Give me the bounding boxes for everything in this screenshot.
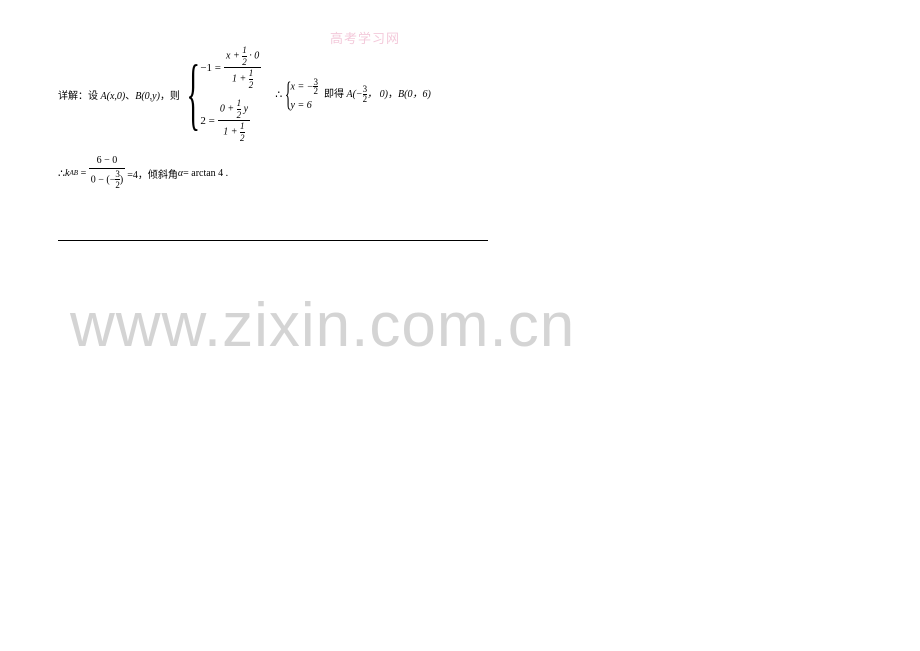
system-equations: −1 = x + 1 2 · 0 <box>200 46 261 142</box>
eq2-num-mf-den: 2 <box>237 111 242 120</box>
intro-text: 详解：设 A(x,0)、B(0,y)，则 <box>58 87 180 102</box>
eq1-num-minifrac: 1 2 <box>242 46 247 66</box>
res-b: B(0，6) <box>398 89 431 100</box>
rx-fd: 2 <box>313 87 318 96</box>
result-system: x = −32 y = 6 <box>291 78 318 111</box>
result-y: y = 6 <box>291 100 318 111</box>
res-prefix: 即得 <box>324 89 347 100</box>
k-eq: = <box>80 168 87 179</box>
rx-left: x = − <box>291 81 314 92</box>
eq2-den-minifrac: 1 2 <box>240 122 245 142</box>
rx-fn: 3 <box>313 78 318 87</box>
intro-prefix: 详解：设 <box>58 91 101 102</box>
k-sub: AB <box>69 169 78 177</box>
eq1-num-mf-num: 1 <box>242 46 247 55</box>
equation-2: 2 = 0 + 1 2 y 1 <box>200 99 261 142</box>
res-a-left: A(− <box>346 89 362 100</box>
slope-eq2: =4， <box>127 166 148 181</box>
tail-cn: 倾斜角 <box>148 166 178 181</box>
eq1-den-minifrac: 1 2 <box>249 69 254 89</box>
therefore-1: ∴ <box>275 88 282 101</box>
result-x: x = −32 <box>291 78 318 96</box>
solution-line-1: 详解：设 A(x,0)、B(0,y)，则 { −1 = x + 1 2 <box>58 46 508 142</box>
sep2: ，则 <box>160 91 180 102</box>
system-brace-group: { −1 = x + 1 2 · 0 <box>184 46 261 142</box>
eq2-num-left: 0 + <box>220 104 234 115</box>
slope-fraction: 6 − 0 0 − (−32) <box>89 156 125 190</box>
slope-line: ∴ kAB = 6 − 0 0 − (−32) =4， 倾斜角 α = arct… <box>58 156 508 190</box>
eq1-den-left: 1 + <box>232 73 246 84</box>
result-points: 即得 A(−32， 0)，B(0，6) <box>324 85 431 104</box>
sep1: 、 <box>125 91 135 102</box>
eq1-fraction: x + 1 2 · 0 1 + 1 <box>224 46 261 89</box>
therefore-2: ∴ <box>58 167 65 180</box>
eq1-den-mf-num: 1 <box>249 69 254 78</box>
eq1-num-mf-den: 2 <box>242 58 247 67</box>
divider-line <box>58 240 488 241</box>
eq2-den-left: 1 + <box>223 127 237 138</box>
eq2-num-minifrac: 1 2 <box>237 99 242 119</box>
res-sep: ， <box>388 89 398 100</box>
equation-1: −1 = x + 1 2 · 0 <box>200 46 261 89</box>
result-group: ∴ { x = −32 y = 6 即得 A(−32， 0)，B(0，6) <box>275 78 431 111</box>
solution-block: 详解：设 A(x,0)、B(0,y)，则 { −1 = x + 1 2 <box>58 46 508 190</box>
eq2-den-mf-num: 1 <box>240 122 245 131</box>
point-a: A(x,0) <box>101 91 126 102</box>
point-b: B(0,y) <box>135 91 160 102</box>
eq2-den-mf-den: 2 <box>240 134 245 143</box>
eq1-den-mf-den: 2 <box>249 81 254 90</box>
left-brace-icon: { <box>186 62 199 126</box>
eq2-num-mf-num: 1 <box>237 99 242 108</box>
slope-num: 6 − 0 <box>95 156 120 167</box>
rx-frac: 32 <box>313 78 318 96</box>
eq1-num-right: · 0 <box>249 50 259 61</box>
tail-eq: = arctan 4 . <box>183 168 228 179</box>
eq2-fraction: 0 + 1 2 y 1 + 1 <box>218 99 250 142</box>
eq1-lhs: −1 = <box>200 62 221 74</box>
slope-den-left: 0 − (− <box>91 174 116 185</box>
watermark-top: 高考学习网 <box>330 28 400 47</box>
small-brace-icon: { <box>285 81 292 108</box>
res-a-right: ， 0) <box>367 89 388 100</box>
eq1-num-left: x + <box>226 50 240 61</box>
slope-den-right: ) <box>120 174 123 185</box>
eq2-num-right: y <box>244 104 248 115</box>
eq2-lhs: 2 = <box>200 115 214 127</box>
watermark-main: www.zixin.com.cn <box>70 290 575 361</box>
